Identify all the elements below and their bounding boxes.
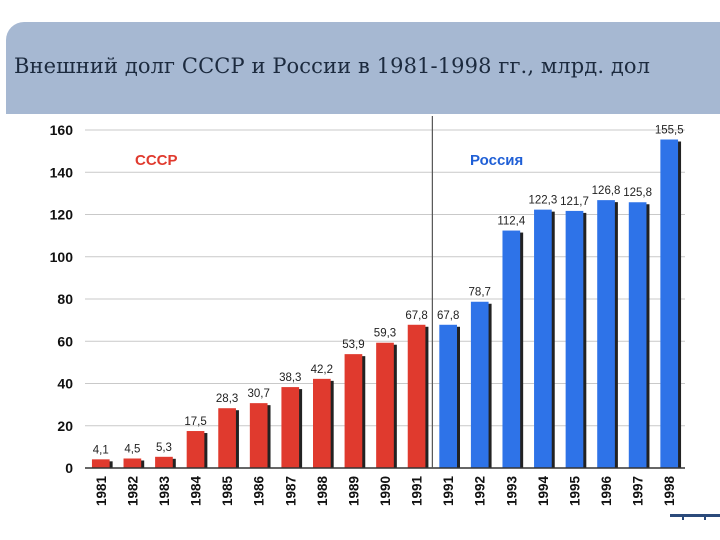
data-label: 121,7 [560, 196, 589, 208]
data-label: 53,9 [342, 339, 364, 351]
x-tick-label: 1988 [315, 476, 330, 507]
x-axis-ticks: 1981 1982 1983 1984 1985 1986 1987 1988 1989 1990… [94, 476, 677, 507]
x-tick-label: 1981 [94, 476, 109, 507]
data-label: 4,5 [124, 443, 140, 455]
x-tick-label: 1993 [504, 476, 519, 507]
y-tick-label: 160 [50, 122, 74, 138]
bar-1990-9 [376, 342, 394, 468]
y-tick-label: 60 [57, 333, 73, 349]
data-label: 42,2 [311, 364, 333, 376]
data-label: 67,8 [405, 310, 427, 322]
x-tick-label: 1992 [473, 476, 488, 506]
bar-1991-11 [439, 324, 457, 468]
bar-1988-7 [313, 378, 331, 468]
data-label: 126,8 [592, 185, 621, 197]
data-label: 59,3 [374, 328, 396, 340]
y-tick-label: 80 [57, 291, 73, 307]
x-tick-label: 1986 [252, 476, 267, 507]
x-tick-label: 1982 [125, 476, 140, 506]
x-tick-label: 1991 [441, 476, 456, 507]
corner-decoration [670, 514, 720, 520]
x-tick-label: 1984 [189, 476, 204, 507]
y-tick-label: 100 [50, 249, 74, 265]
y-tick-label: 0 [65, 460, 73, 476]
x-tick-label: 1998 [662, 476, 677, 507]
data-label: 125,8 [623, 187, 652, 199]
y-axis-ticks: 0 20 40 60 80 100 120 140 160 [50, 122, 74, 476]
x-tick-label: 1996 [599, 476, 614, 507]
bar-1981-0 [91, 459, 110, 468]
x-tick-label: 1987 [283, 476, 298, 506]
bar-1991-10 [407, 324, 426, 468]
x-tick-label: 1991 [410, 476, 425, 507]
bar-1992-12 [470, 301, 489, 468]
bar-1987-6 [281, 387, 300, 468]
data-label: 4,1 [93, 444, 109, 456]
data-label: 122,3 [529, 195, 558, 207]
data-label: 28,3 [216, 393, 238, 405]
bars [91, 139, 682, 469]
y-tick-label: 120 [50, 207, 74, 223]
data-label: 155,5 [655, 125, 684, 137]
data-label: 17,5 [184, 416, 206, 428]
bar-1994-14 [534, 209, 552, 469]
x-tick-label: 1995 [567, 476, 582, 507]
data-label: 112,4 [497, 216, 526, 228]
data-label: 38,3 [279, 372, 301, 384]
x-tick-label: 1983 [157, 476, 172, 507]
bar-1989-8 [344, 354, 363, 468]
bar-1986-5 [249, 403, 268, 468]
data-label: 30,7 [247, 388, 269, 400]
bar-1998-18 [660, 139, 679, 468]
data-label: 78,7 [469, 287, 491, 299]
x-tick-label: 1990 [378, 476, 393, 506]
y-tick-label: 40 [57, 376, 73, 392]
data-label: 67,8 [437, 310, 459, 322]
bar-1993-13 [502, 230, 521, 468]
bar-1983-2 [155, 456, 173, 468]
bar-1984-3 [186, 431, 205, 468]
x-tick-label: 1997 [631, 476, 646, 506]
data-labels: 4,1 4,5 5,3 17,5 28,3 30,7 38,3 42,2 53,9 59,3 67,… [93, 125, 684, 457]
bar-1995-15 [565, 210, 584, 468]
y-tick-label: 140 [50, 164, 74, 180]
title-bar [6, 22, 720, 114]
page-title: Внешний долг СССР и России в 1981-1998 г… [14, 54, 651, 78]
bar-1982-1 [123, 458, 142, 468]
x-tick-label: 1989 [346, 476, 361, 506]
y-tick-label: 20 [57, 418, 73, 434]
data-label: 5,3 [156, 442, 172, 454]
legend-ussr-label: СССР [135, 152, 178, 169]
legend-russia-label: Россия [470, 152, 523, 169]
bar-1996-16 [597, 200, 615, 468]
x-tick-label: 1985 [220, 476, 235, 507]
x-tick-label: 1994 [536, 476, 551, 507]
bar-1985-4 [218, 408, 236, 468]
bar-1997-17 [628, 202, 647, 468]
